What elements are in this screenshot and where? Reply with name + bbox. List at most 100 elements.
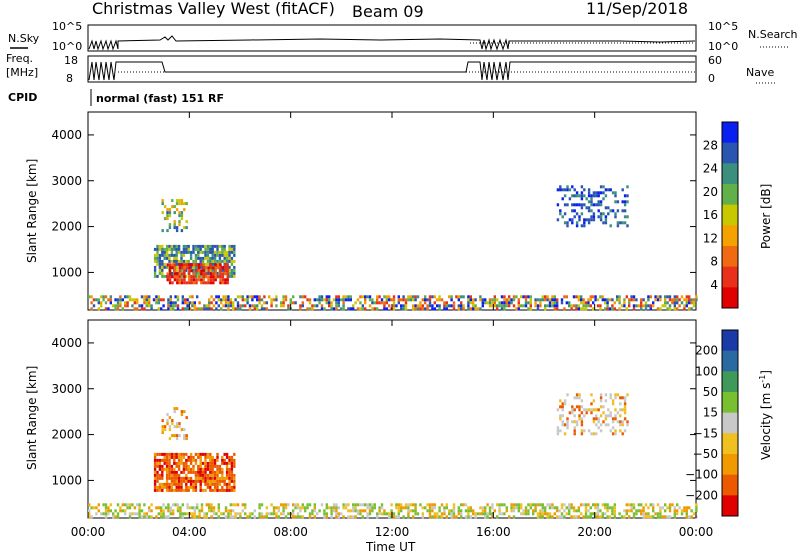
data-cell [566, 417, 569, 421]
data-cell [178, 434, 181, 438]
data-cell [332, 506, 336, 510]
data-cell [165, 479, 169, 483]
data-cell [623, 215, 627, 219]
data-cell [371, 506, 374, 510]
data-cell [204, 476, 207, 480]
data-cell [695, 509, 698, 513]
data-cell [664, 515, 667, 519]
data-cell [580, 197, 584, 201]
data-cell [223, 479, 226, 483]
data-cell [180, 211, 184, 215]
data-cell [136, 512, 139, 516]
data-cell [287, 307, 290, 311]
data-cell [553, 301, 556, 305]
data-cell [158, 485, 162, 489]
data-cell [517, 304, 520, 308]
data-cell [230, 458, 234, 462]
data-cell [216, 266, 220, 270]
data-cell [692, 301, 696, 305]
colorbar-swatch [722, 371, 738, 393]
data-cell [173, 425, 176, 429]
data-cell [604, 393, 608, 397]
data-cell [205, 307, 208, 311]
data-cell [194, 470, 198, 474]
data-cell [431, 295, 434, 299]
data-cell [462, 295, 465, 299]
data-cell [210, 506, 213, 510]
data-cell [607, 188, 610, 192]
data-cell [178, 425, 181, 429]
data-cell [419, 307, 422, 311]
data-cell [592, 215, 596, 219]
data-cell [191, 295, 194, 299]
data-cell [221, 473, 224, 477]
data-cell [176, 509, 180, 513]
data-cell [623, 200, 627, 204]
data-cell [625, 509, 628, 513]
data-cell [225, 485, 229, 489]
data-cell [359, 509, 362, 513]
data-cell [316, 512, 319, 516]
data-cell [133, 298, 136, 302]
data-cell [618, 298, 621, 302]
data-cell [206, 256, 210, 260]
data-cell [258, 506, 261, 510]
data-cell [604, 423, 608, 427]
data-cell [611, 417, 615, 421]
data-cell [212, 278, 215, 282]
data-cell [211, 479, 214, 483]
data-cell [205, 515, 208, 519]
data-cell [527, 509, 530, 513]
data-cell [216, 250, 219, 254]
data-cell [640, 298, 643, 302]
data-cell [325, 298, 328, 302]
data-cell [433, 503, 436, 507]
data-cell [623, 429, 627, 433]
data-cell [212, 272, 215, 276]
data-cell [213, 244, 217, 248]
data-cell [597, 420, 600, 424]
data-cell [614, 429, 617, 433]
data-cell [216, 253, 219, 257]
data-cell [97, 307, 100, 311]
data-cell [197, 269, 201, 273]
data-cell [599, 212, 603, 216]
data-cell [628, 304, 631, 308]
data-cell [223, 476, 226, 480]
data-cell [153, 473, 157, 477]
data-cell [522, 295, 525, 299]
data-cell [500, 295, 504, 299]
data-cell [623, 402, 627, 406]
data-cell [607, 206, 610, 210]
data-cell [590, 408, 593, 412]
data-cell [609, 209, 612, 213]
data-cell [311, 509, 314, 513]
data-cell [431, 503, 434, 507]
data-cell [510, 506, 513, 510]
data-cell [200, 307, 204, 311]
data-cell [688, 515, 691, 519]
data-cell [594, 295, 597, 299]
freq-tick-bottom: 8 [66, 72, 73, 85]
data-cell [503, 298, 506, 302]
data-cell [169, 506, 172, 510]
data-cell [228, 476, 231, 480]
data-cell [188, 278, 191, 282]
data-cell [366, 506, 369, 510]
data-cell [500, 301, 504, 305]
y-tick-label: 2000 [51, 428, 82, 442]
data-cell [599, 423, 603, 427]
data-cell [376, 512, 379, 516]
data-cell [683, 307, 686, 311]
data-cell [140, 307, 144, 311]
data-cell [659, 515, 662, 519]
data-cell [153, 274, 157, 278]
data-cell [148, 298, 151, 302]
data-cell [632, 307, 636, 311]
data-cell [211, 482, 214, 486]
data-cell [179, 512, 182, 516]
data-cell [604, 301, 607, 305]
data-cell [597, 426, 600, 430]
data-cell [536, 512, 540, 516]
colorbar-swatch [722, 433, 738, 455]
